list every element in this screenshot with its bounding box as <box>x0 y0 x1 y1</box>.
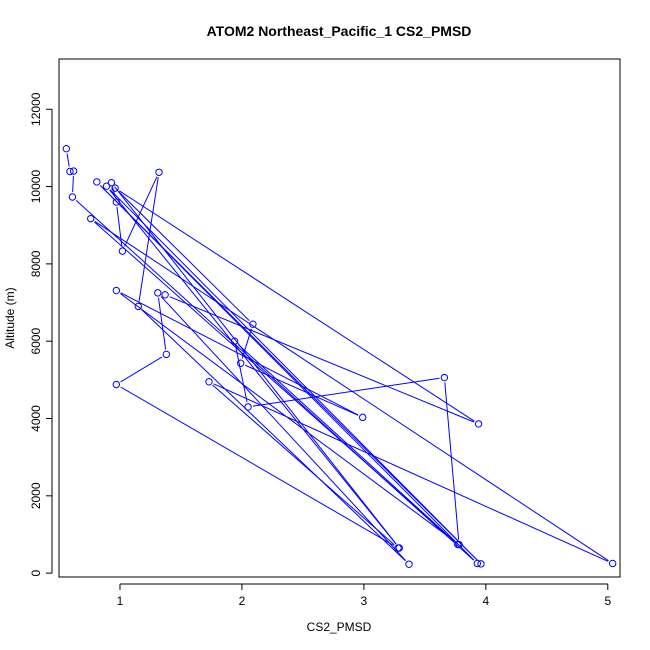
x-axis-label: CS2_PMSD <box>307 620 372 634</box>
y-axis-label: Altitude (m) <box>3 287 17 348</box>
data-point <box>249 320 257 328</box>
chart-title: ATOM2 Northeast_Pacific_1 CS2_PMSD <box>207 23 472 39</box>
series-segment <box>235 345 248 403</box>
series-segment <box>94 221 455 542</box>
data-point <box>230 337 239 345</box>
data-point <box>112 286 121 295</box>
data-point <box>102 182 111 190</box>
data-point <box>455 540 463 549</box>
data-point <box>155 168 163 176</box>
series-segment <box>109 189 397 545</box>
data-point <box>62 144 71 153</box>
series-segment <box>241 328 252 359</box>
series-segment <box>116 206 123 247</box>
x-tick-label: 3 <box>361 594 368 608</box>
data-point <box>440 373 449 382</box>
series-segment <box>120 356 163 383</box>
data-point <box>608 559 617 568</box>
data-point <box>112 380 121 389</box>
x-axis: 1 2 3 4 5 <box>117 583 611 608</box>
data-point <box>107 179 116 187</box>
y-tick-label: 12000 <box>29 92 43 126</box>
data-point <box>112 198 121 206</box>
series-segment <box>120 292 359 416</box>
x-tick-label: 2 <box>239 594 246 608</box>
data-point <box>405 560 413 568</box>
series-segment <box>237 344 455 542</box>
x-tick-label: 5 <box>604 594 611 608</box>
series-segment <box>157 297 167 350</box>
data-point <box>394 544 402 552</box>
series-segment <box>118 191 250 322</box>
data-point <box>237 359 245 367</box>
y-tick-label: 4000 <box>29 405 43 432</box>
x-tick-label: 4 <box>483 594 490 608</box>
data-point <box>358 413 367 422</box>
x-tick-label: 1 <box>117 594 124 608</box>
y-axis: 0 2000 4000 6000 8000 10000 12000 <box>29 92 53 576</box>
data-point <box>118 247 127 255</box>
data-point <box>162 350 171 359</box>
series-segment <box>119 190 475 422</box>
y-tick-label: 10000 <box>29 170 43 204</box>
data-point <box>68 193 77 201</box>
data-point <box>111 184 119 192</box>
data-point <box>244 403 252 411</box>
y-tick-label: 2000 <box>29 482 43 509</box>
series-segment <box>99 185 478 561</box>
series-segment <box>213 383 609 562</box>
series-segment <box>245 364 359 416</box>
series-segment <box>212 384 395 546</box>
series-segment <box>124 176 158 247</box>
series-group <box>62 144 617 568</box>
series-segment <box>169 296 475 423</box>
data-point <box>69 167 78 175</box>
series-segment <box>160 296 406 561</box>
data-point <box>205 378 213 386</box>
data-point <box>477 560 485 568</box>
y-tick-label: 8000 <box>29 250 43 277</box>
y-tick-label: 6000 <box>29 328 43 355</box>
data-point <box>154 289 162 297</box>
series-segment <box>138 177 159 302</box>
series-segment <box>252 377 440 407</box>
data-point <box>87 214 95 223</box>
series-segment <box>112 187 116 198</box>
data-point <box>93 178 101 186</box>
data-point <box>134 302 142 311</box>
data-point <box>66 167 74 176</box>
plot-box <box>58 58 621 578</box>
series-segment <box>120 386 394 546</box>
series-segment <box>444 382 460 540</box>
data-point <box>474 420 483 428</box>
series-segment <box>120 293 456 542</box>
series-segment <box>66 153 70 167</box>
series-segment <box>109 189 478 561</box>
data-point <box>473 559 482 568</box>
y-tick-label: 0 <box>29 569 43 576</box>
series-segment <box>72 176 74 193</box>
data-point <box>161 291 169 299</box>
series-segment <box>141 309 406 562</box>
